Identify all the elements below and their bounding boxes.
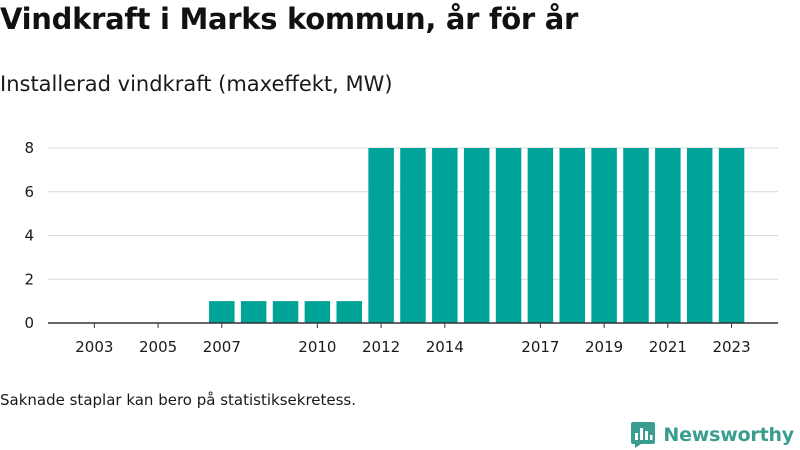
x-tick-label: 2023 [712,338,750,356]
x-tick-label: 2012 [362,338,400,356]
bar-2023 [718,148,745,323]
y-tick-label: 8 [24,139,34,157]
chart-subtitle: Installerad vindkraft (maxeffekt, MW) [0,72,393,96]
newsworthy-logo-icon [631,422,656,448]
x-axis-ticks: 2003 2005 2007 2010 2012 2014 2017 2019 2021 2023 [75,323,751,356]
bar-2019 [591,148,617,323]
y-tick-label: 0 [24,314,34,332]
x-tick-label: 2021 [649,338,687,356]
bars [209,148,745,323]
brand-name: Newsworthy [663,424,794,446]
bar-2020 [623,148,649,323]
bar-2018 [559,148,586,323]
y-tick-label: 6 [24,183,34,201]
x-tick-label: 2003 [75,338,113,356]
x-tick-label: 2010 [298,338,336,356]
bar-2012 [368,148,394,323]
x-tick-label: 2017 [521,338,559,356]
bar-2022 [686,148,713,323]
y-tick-label: 4 [24,227,34,245]
bar-2017 [527,148,554,323]
chart-title: Vindkraft i Marks kommun, år för år [0,2,578,36]
x-tick-label: 2014 [426,338,464,356]
footnote: Saknade staplar kan bero på statistiksek… [0,391,357,409]
bar-2008 [240,301,267,323]
bar-2016 [495,148,522,323]
y-tick-label: 2 [24,270,34,288]
x-tick-label: 2007 [203,338,241,356]
bar-2013 [400,148,426,323]
bar-2015 [463,148,490,323]
bar-2011 [336,301,362,323]
x-tick-label: 2005 [139,338,177,356]
bar-2009 [272,301,299,323]
x-tick-label: 2019 [585,338,623,356]
bar-2010 [304,301,331,323]
bar-2007 [209,301,235,323]
bar-2014 [432,148,458,323]
y-axis-ticks: 0 2 4 6 8 [24,139,34,332]
bar-2021 [655,148,681,323]
brand[interactable]: Newsworthy [630,420,794,450]
